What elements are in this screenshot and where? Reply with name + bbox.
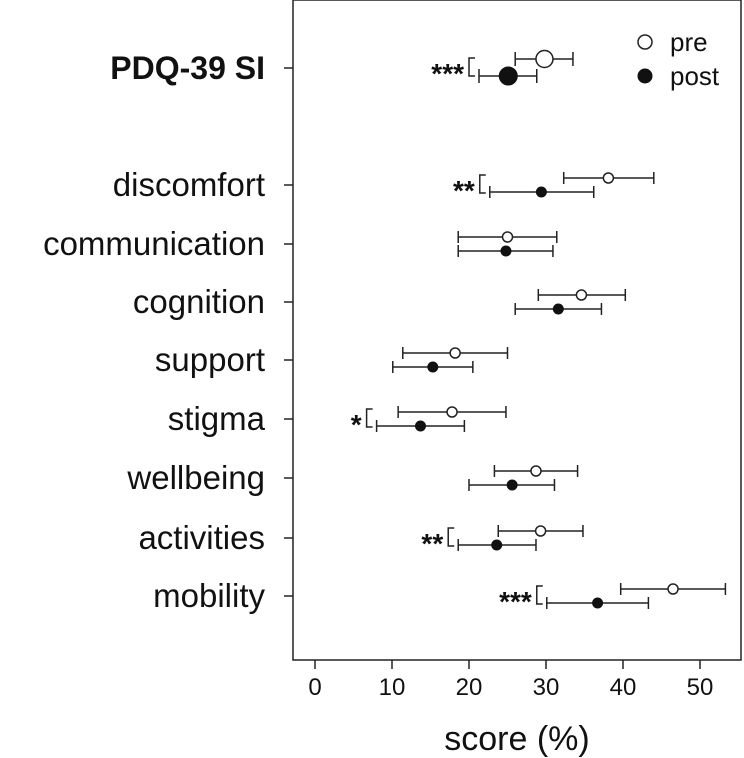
legend-pre-label: pre xyxy=(670,27,708,57)
significance-stars: ** xyxy=(421,528,443,559)
x-tick-label-10: 10 xyxy=(379,674,406,701)
pre-point xyxy=(602,172,615,184)
legend-post-label: post xyxy=(670,61,720,91)
x-tick-label-40: 40 xyxy=(610,674,637,701)
category-label: wellbeing xyxy=(126,459,265,496)
category-label: communication xyxy=(43,225,265,262)
pre-point xyxy=(501,231,514,243)
category-axis: PDQ-39 SI discomfort communication cognitio… xyxy=(43,50,293,614)
significance-stars: * xyxy=(351,409,362,440)
post-point xyxy=(552,303,564,315)
post-point xyxy=(498,66,518,86)
post-point xyxy=(414,420,426,432)
x-tick-label-0: 0 xyxy=(308,674,321,701)
post-point xyxy=(500,245,512,257)
category-label: cognition xyxy=(133,283,265,320)
post-point xyxy=(491,539,503,551)
pre-point xyxy=(575,289,588,301)
legend-post-marker xyxy=(637,68,653,84)
legend: pre post xyxy=(637,27,720,91)
significance-stars: *** xyxy=(431,58,464,89)
pre-point xyxy=(449,347,461,359)
post-point xyxy=(506,479,518,491)
category-label: activities xyxy=(138,519,265,556)
category-label: support xyxy=(155,341,265,378)
significance-bracket xyxy=(479,174,486,194)
category-label: stigma xyxy=(168,400,266,437)
pre-point xyxy=(446,406,458,418)
pre-point xyxy=(530,465,542,477)
post-point xyxy=(592,597,604,609)
plot-frame xyxy=(292,0,742,661)
post-point xyxy=(535,186,547,198)
significance-stars: ** xyxy=(453,175,475,206)
pre-point xyxy=(667,583,679,595)
significance-bracket xyxy=(447,527,455,547)
data-marks: *********** xyxy=(351,49,727,617)
x-tick-label-30: 30 xyxy=(533,674,560,701)
category-label: PDQ-39 SI xyxy=(110,50,265,86)
x-tick-label-20: 20 xyxy=(456,674,483,701)
pre-point xyxy=(534,525,547,537)
significance-bracket xyxy=(468,57,476,77)
x-axis: 0 10 20 30 40 50 xyxy=(308,660,713,701)
x-axis-title: score (%) xyxy=(444,720,589,758)
legend-pre-marker xyxy=(637,34,653,50)
significance-bracket xyxy=(536,585,543,605)
significance-bracket xyxy=(365,408,373,428)
x-tick-label-50: 50 xyxy=(687,674,714,701)
significance-stars: *** xyxy=(499,586,532,617)
category-label: discomfort xyxy=(113,166,265,203)
post-point xyxy=(427,361,439,373)
category-label: mobility xyxy=(153,577,265,614)
pre-point xyxy=(535,49,554,69)
